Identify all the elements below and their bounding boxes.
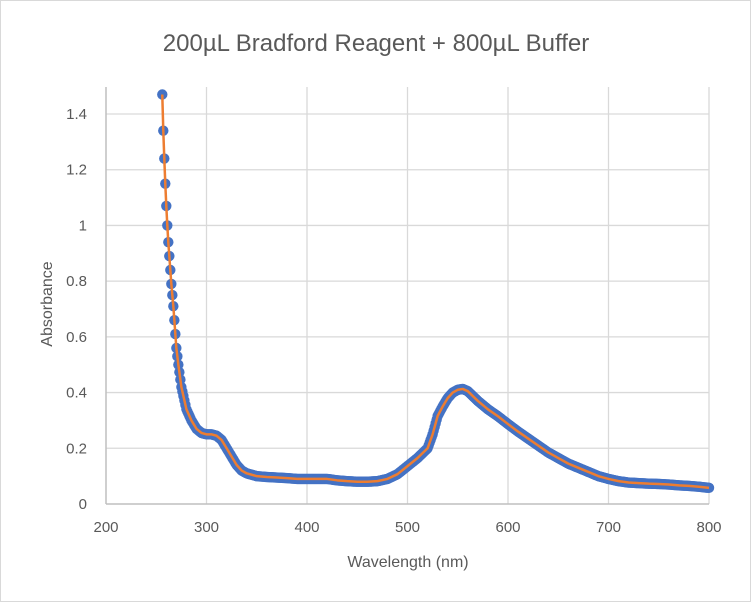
y-tick-label: 0.6	[66, 329, 87, 346]
series-line	[161, 94, 710, 490]
x-tick-label: 800	[696, 519, 721, 536]
y-tick-label: 1	[79, 217, 87, 234]
y-tick-label: 0.8	[66, 273, 87, 290]
x-axis-label: Wavelength (nm)	[347, 554, 468, 571]
y-tick-label: 0	[79, 496, 87, 513]
gridlines	[106, 87, 710, 504]
y-tick-label: 1.4	[66, 106, 87, 123]
tick-labels: 0 0.2 0.4 0.6 0.8 1 1.2 1.4 200 300 400 500 600 700 80…	[66, 106, 721, 536]
x-tick-label: 700	[596, 519, 621, 536]
series-markers	[157, 89, 715, 494]
y-tick-label: 0.2	[66, 440, 87, 457]
y-tick-label: 1.2	[66, 162, 87, 179]
y-axis-label: Absorbance	[39, 261, 56, 346]
x-tick-label: 500	[395, 519, 420, 536]
axes	[105, 87, 709, 505]
x-tick-label: 600	[495, 519, 520, 536]
x-tick-label: 300	[194, 519, 219, 536]
x-tick-label: 400	[294, 519, 319, 536]
data-series	[157, 89, 715, 494]
y-tick-label: 0.4	[66, 385, 87, 402]
x-tick-label: 200	[93, 519, 118, 536]
chart-title: 200µL Bradford Reagent + 800µL Buffer	[163, 30, 589, 57]
